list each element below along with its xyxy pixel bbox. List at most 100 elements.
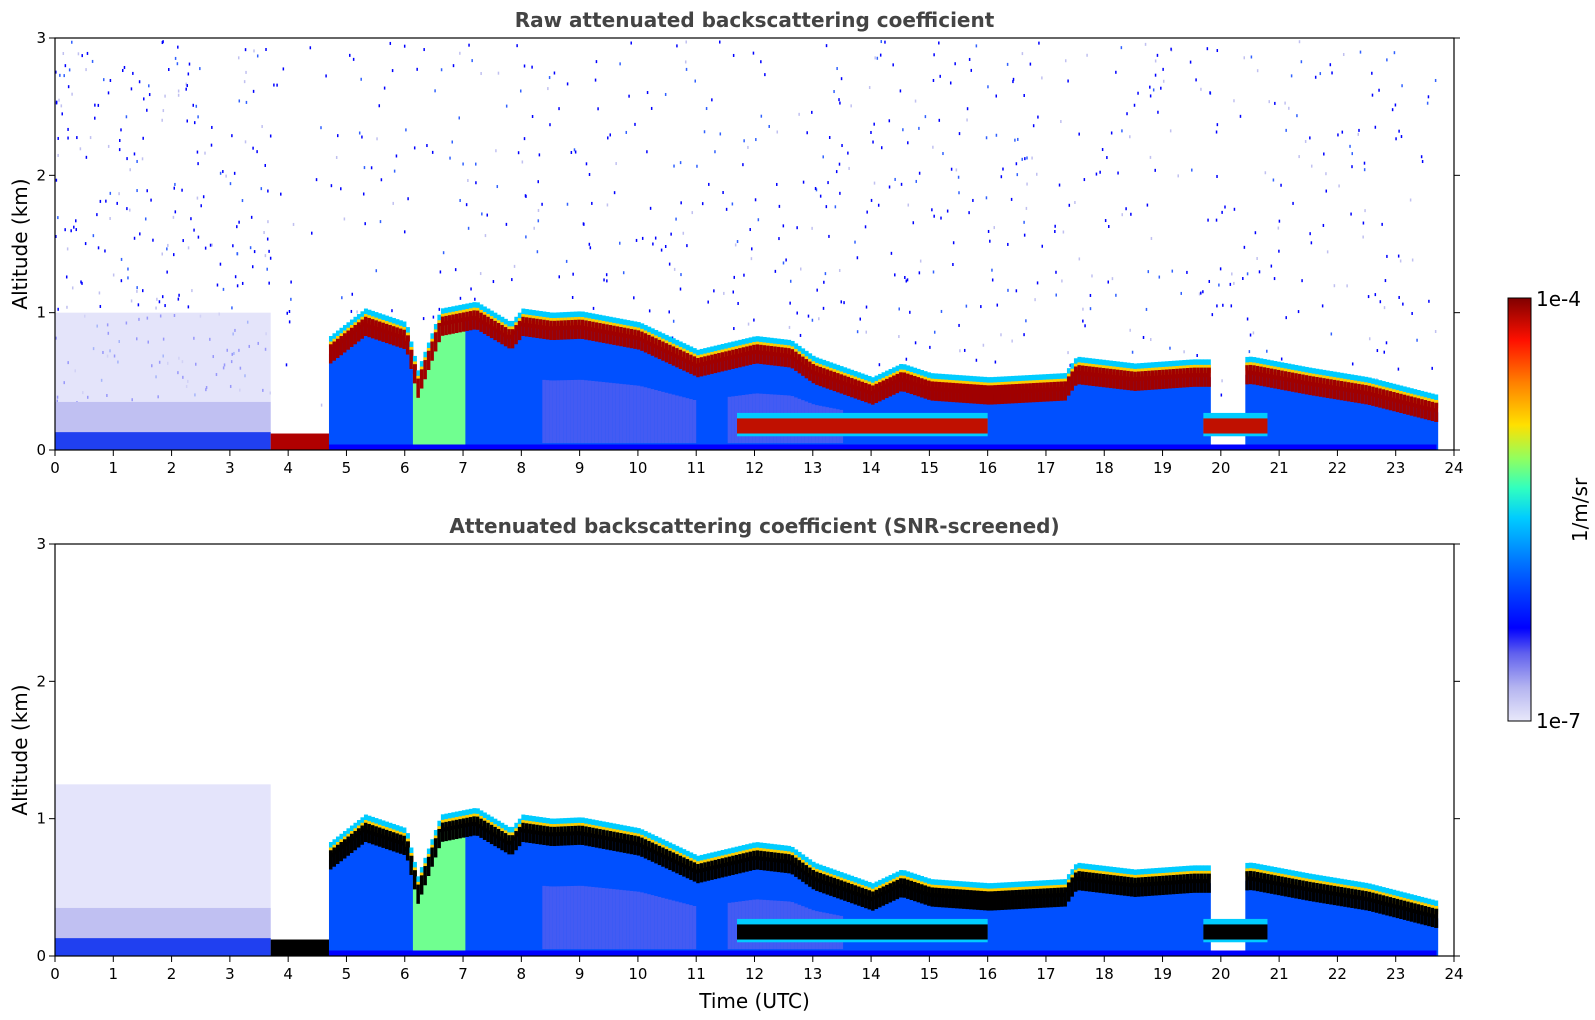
cloud-column	[1336, 896, 1341, 956]
cloud-core	[1098, 873, 1103, 893]
noise-pixel	[197, 162, 199, 166]
cloud-edge	[619, 318, 624, 330]
cloud-core	[1423, 906, 1428, 926]
noise-pixel	[825, 205, 828, 209]
cloud-core	[619, 833, 624, 853]
cloud-column	[335, 348, 340, 450]
cloud-core	[1357, 383, 1362, 404]
cloud-column	[1024, 393, 1029, 450]
cloud-core	[1028, 383, 1033, 403]
cloud-core	[601, 323, 606, 343]
cloud-column	[524, 326, 529, 450]
cloud-column	[696, 873, 701, 956]
cloud-core	[969, 890, 974, 910]
cloud-column	[447, 830, 452, 956]
x-tick-label: 9	[575, 965, 585, 983]
cloud-edge	[1105, 360, 1110, 372]
cloud-core	[1378, 894, 1383, 914]
noise-pixel	[1233, 99, 1235, 103]
cloud-core	[335, 338, 340, 358]
cloud-edge	[479, 304, 484, 316]
cloud-column	[1413, 406, 1418, 450]
cloud-column	[489, 834, 494, 956]
cloud-column	[405, 344, 410, 450]
noise-pixel	[1243, 56, 1246, 60]
cloud-core	[766, 851, 771, 871]
cloud-core	[1178, 874, 1183, 894]
cloud-core	[650, 842, 655, 862]
noise-pixel	[1321, 304, 1324, 308]
noise-pixel	[1341, 130, 1344, 134]
cloud-core	[489, 824, 494, 845]
cloud-column	[381, 332, 386, 450]
cloud-interior	[587, 380, 592, 444]
cloud-core	[1143, 370, 1148, 391]
noise-pixel	[1363, 168, 1366, 172]
noise-pixel	[1183, 350, 1185, 354]
noise-pixel	[197, 235, 200, 239]
noise-pixel	[760, 114, 763, 118]
noise-pixel	[1011, 339, 1013, 343]
noise-pixel	[950, 167, 953, 171]
cloud-core	[356, 322, 361, 342]
y-tick-label: 1	[36, 810, 46, 828]
noise-pixel	[352, 57, 355, 61]
noise-pixel	[811, 226, 813, 230]
noise-pixel	[55, 100, 58, 104]
noise-pixel	[138, 80, 141, 84]
noise-pixel	[182, 239, 184, 243]
cloud-core	[437, 322, 442, 343]
noise-pixel	[789, 279, 792, 283]
noise-pixel	[67, 85, 70, 89]
cloud-core	[734, 854, 739, 875]
cloud-edge	[745, 338, 750, 350]
cloud-core	[416, 378, 421, 398]
cloud-core	[549, 320, 554, 340]
cloud-interior	[657, 390, 662, 444]
colorbar-gradient	[1507, 297, 1532, 722]
cloud-edge	[1423, 391, 1428, 403]
cloud-edge	[426, 342, 431, 354]
noise-pixel	[1189, 60, 1192, 64]
cloud-core	[1084, 871, 1089, 892]
noise-pixel	[933, 330, 936, 334]
noise-pixel	[378, 104, 381, 108]
noise-pixel	[938, 41, 940, 45]
noise-pixel	[650, 106, 653, 110]
cloud-core	[559, 320, 564, 340]
cloud-core	[591, 321, 596, 341]
noise-pixel	[1069, 363, 1072, 367]
cloud-core	[731, 349, 736, 369]
noise-pixel	[405, 128, 407, 132]
cloud-core	[1066, 882, 1071, 902]
noise-pixel	[1089, 307, 1092, 311]
noise-pixel	[1171, 269, 1174, 273]
cloud-core	[836, 879, 841, 899]
cloud-core	[356, 828, 361, 848]
cloud-interior	[685, 398, 690, 444]
cloud-core	[1140, 877, 1145, 897]
cloud-core	[1248, 364, 1253, 385]
cloud-interior	[584, 886, 589, 950]
noise-pixel	[521, 160, 524, 164]
cloud-core	[951, 382, 956, 403]
cloud-interior	[601, 382, 606, 444]
noise-pixel	[918, 126, 920, 130]
noise-pixel	[1249, 333, 1252, 337]
cloud-core	[944, 888, 949, 908]
noise-pixel	[613, 191, 616, 195]
cloud-core	[1070, 877, 1075, 897]
cloud-column	[1350, 898, 1355, 956]
cloud-core	[874, 889, 879, 910]
cloud-column	[1406, 405, 1411, 450]
noise-pixel	[707, 300, 709, 304]
cloud-edge	[671, 338, 676, 350]
cloud-column	[395, 336, 400, 450]
noise-pixel	[1230, 304, 1233, 308]
cloud-core	[1017, 383, 1022, 404]
cloud-column	[1091, 376, 1096, 450]
cloud-column	[514, 334, 519, 450]
cloud-column	[1423, 409, 1428, 450]
cloud-core	[1294, 879, 1299, 899]
